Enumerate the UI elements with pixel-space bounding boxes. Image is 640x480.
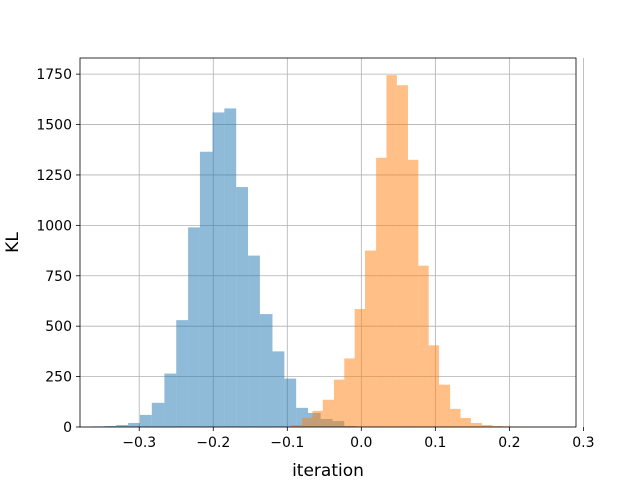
y-tick-label: 0 (63, 420, 72, 436)
histogram-bar (460, 417, 471, 427)
histogram-bar (224, 108, 237, 427)
histogram-bar (248, 255, 260, 427)
x-tick-label: −0.2 (196, 435, 230, 451)
histogram-bar (104, 425, 117, 427)
x-tick-label: 0.0 (350, 435, 372, 451)
histogram-bar (322, 399, 334, 427)
y-axis-label: KL (3, 232, 23, 253)
histogram-bar (492, 425, 503, 427)
histogram-bar (396, 85, 408, 427)
histogram-bar (302, 417, 313, 427)
histogram-bar (272, 351, 285, 427)
histogram-bar (470, 422, 482, 427)
histogram-bar (199, 151, 213, 427)
histogram-bar (365, 250, 377, 427)
histogram-bar (376, 157, 387, 428)
histogram-bar (418, 265, 429, 427)
histogram-bar (296, 407, 309, 427)
histogram-bar (439, 384, 451, 427)
histogram-bar (290, 424, 303, 427)
histogram-bar (176, 320, 189, 427)
histogram-bar (151, 402, 165, 427)
histogram-bar (139, 414, 152, 427)
histogram-bar (236, 187, 249, 427)
histogram-bar (164, 373, 177, 427)
histogram-bar (344, 358, 355, 427)
grid (80, 58, 584, 428)
y-tick-label: 1250 (36, 168, 72, 184)
x-tick-label: −0.3 (122, 435, 156, 451)
y-tick-label: 250 (45, 370, 72, 386)
histogram-bar (128, 422, 140, 427)
y-tick-label: 1500 (36, 118, 72, 134)
x-axis-label: iteration (292, 461, 364, 480)
histogram-series-2 (290, 75, 562, 428)
x-tick-label: −0.1 (270, 435, 304, 451)
histogram-bar (407, 159, 419, 427)
x-axis-ticks: −0.3 −0.2 −0.1 0.0 0.1 0.2 0.3 (122, 427, 595, 451)
y-tick-label: 1750 (36, 67, 72, 83)
histogram-bar (312, 410, 323, 427)
histogram-bar (188, 227, 200, 427)
histogram-bar (284, 378, 297, 427)
histogram-bar (481, 424, 493, 427)
y-tick-label: 500 (45, 319, 72, 335)
x-tick-label: 0.3 (572, 435, 594, 451)
y-axis-ticks: 0 250 500 750 1000 1250 1500 1750 (36, 67, 80, 436)
x-tick-label: 0.2 (498, 435, 520, 451)
y-tick-label: 1000 (36, 218, 72, 234)
y-tick-label: 750 (45, 269, 72, 285)
histogram-series-1 (91, 108, 357, 427)
histogram-bars (91, 75, 562, 428)
histogram-bar (450, 408, 461, 427)
histogram-bar (333, 379, 345, 427)
histogram-bar (354, 309, 366, 427)
x-tick-label: 0.1 (424, 435, 446, 451)
histogram-bar (212, 112, 225, 427)
histogram-bar (428, 345, 440, 427)
histogram-bar (386, 75, 397, 427)
histogram-bar (259, 314, 273, 427)
histogram-bar (116, 424, 129, 427)
